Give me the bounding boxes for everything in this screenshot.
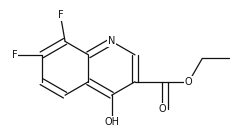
Text: F: F [12,50,18,60]
Text: O: O [158,104,166,114]
Text: N: N [108,36,115,46]
Text: O: O [185,77,193,87]
Text: OH: OH [104,117,119,127]
Text: F: F [58,10,63,20]
